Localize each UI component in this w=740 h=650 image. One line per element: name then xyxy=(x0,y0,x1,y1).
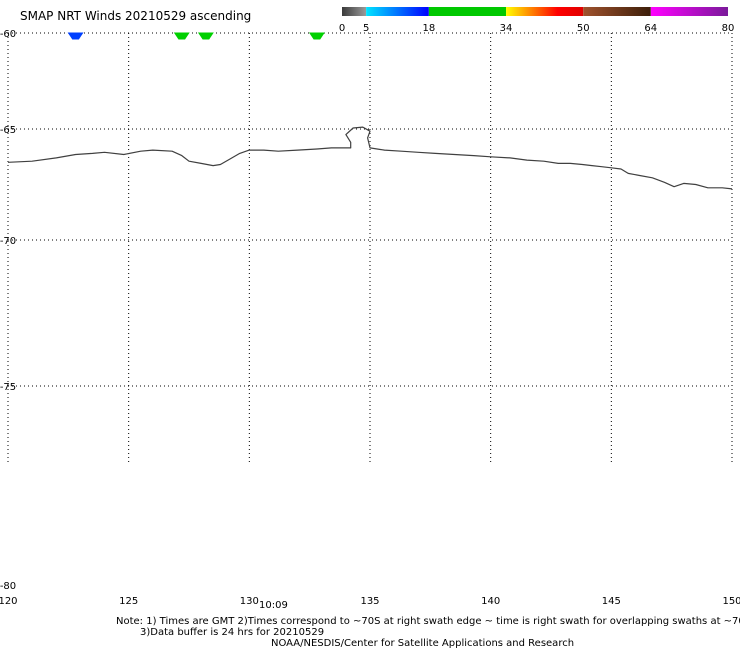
colorbar-tick-label: 80 xyxy=(722,23,735,34)
colorbar-tick-label: 18 xyxy=(422,23,435,34)
swath-time-label: 10:09 xyxy=(259,600,288,611)
lon-label: 140 xyxy=(481,596,500,607)
colorbar-segment-2 xyxy=(428,7,507,16)
colorbar-tick-label: 0 xyxy=(339,23,345,34)
map-title: SMAP NRT Winds 20210529 ascending xyxy=(20,9,252,23)
colorbar-tick-label: 5 xyxy=(363,23,369,34)
wind-barb xyxy=(173,32,190,40)
colorbar-tick-label: 34 xyxy=(500,23,513,34)
footnote-times: Note: 1) Times are GMT 2)Times correspon… xyxy=(116,616,740,627)
colorbar-segment-5 xyxy=(650,7,728,16)
lon-label: 150 xyxy=(722,596,740,607)
wind-barb xyxy=(308,32,325,40)
colorbar-segment-4 xyxy=(583,7,651,16)
lat-label: -60 xyxy=(0,29,16,40)
lon-label: 130 xyxy=(240,596,259,607)
wind-barb xyxy=(197,32,214,40)
lon-label: 120 xyxy=(0,596,18,607)
colorbar-segment-3 xyxy=(506,7,584,16)
lat-label: -70 xyxy=(0,236,16,247)
axis-labels: -60 -65 -70 -75 -80 120 125 130 135 140 145 150 10:0… xyxy=(0,29,740,611)
lon-label: 145 xyxy=(602,596,621,607)
colorbar-tick-label: 50 xyxy=(577,23,590,34)
lon-label: 135 xyxy=(360,596,379,607)
lat-label: -80 xyxy=(0,581,16,592)
lat-lon-grid xyxy=(7,32,733,465)
wind-barbs xyxy=(67,32,325,40)
lat-label: -75 xyxy=(0,382,16,393)
colorbar-segment-0 xyxy=(342,7,367,16)
colorbar-segment-1 xyxy=(366,7,429,16)
lat-label: -65 xyxy=(0,125,16,136)
footnote-credit: NOAA/NESDIS/Center for Satellite Applica… xyxy=(271,638,575,649)
colorbar-tick-label: 64 xyxy=(644,23,657,34)
coastline xyxy=(7,126,733,190)
wind-barb xyxy=(67,32,84,40)
wind-speed-colorbar: 0 5 18 34 50 64 80 xyxy=(339,7,735,34)
footnote-buffer: 3)Data buffer is 24 hrs for 20210529 xyxy=(140,627,325,638)
antarctic-coastline xyxy=(7,126,733,190)
lon-label: 125 xyxy=(119,596,138,607)
